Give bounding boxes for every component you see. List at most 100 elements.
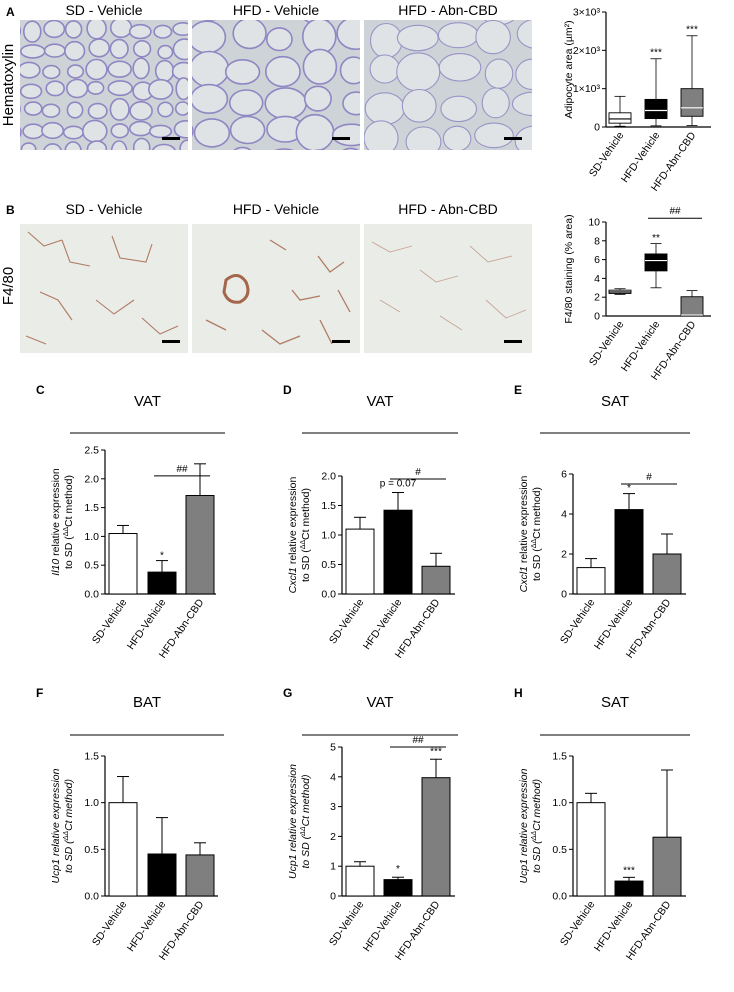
adipocyte-cell bbox=[401, 88, 437, 123]
adipocyte-cell bbox=[64, 40, 86, 62]
y-tick-label: 1.5 bbox=[84, 502, 99, 514]
adipocyte-cell bbox=[129, 101, 153, 121]
adipocyte-cell bbox=[88, 38, 110, 58]
y-tick-label: 0.5 bbox=[84, 560, 99, 572]
adipocyte-cell bbox=[82, 119, 108, 143]
y-label-text: to SD ( bbox=[63, 536, 75, 569]
y-label-text: to SD ( bbox=[531, 839, 543, 873]
y-tick-label: 1 bbox=[330, 861, 336, 873]
y-tick-label: 10 bbox=[588, 217, 600, 229]
adipocyte-cell bbox=[479, 156, 514, 191]
adipocyte-cell bbox=[43, 20, 66, 39]
y-axis-label-line2: to SD (ΔΔCt method) bbox=[63, 779, 75, 873]
adipocyte-cell bbox=[303, 85, 332, 112]
adipocyte-cell bbox=[22, 123, 45, 140]
y-tick-label: 3 bbox=[330, 801, 336, 813]
panel-d-label: D bbox=[283, 383, 292, 397]
adipocyte-cell bbox=[20, 61, 41, 79]
adipocyte-cell bbox=[438, 53, 482, 82]
adipocyte-cell bbox=[85, 58, 108, 81]
chart-g: VAT012345SD-VehicleHFD-VehicleHFD-Abn-CB… bbox=[287, 694, 458, 963]
x-category-label: HFD-Vehicle bbox=[361, 899, 405, 954]
gene-name: Il10 bbox=[50, 559, 62, 576]
adipocyte-cell bbox=[86, 140, 108, 150]
y-tick-label: 0 bbox=[594, 311, 600, 323]
adipocyte-cell bbox=[192, 50, 230, 88]
adipocyte-cell bbox=[109, 38, 129, 60]
adipocyte-cell bbox=[396, 52, 441, 92]
box bbox=[680, 296, 704, 316]
bar bbox=[345, 865, 375, 897]
adipocyte-cell bbox=[86, 80, 105, 95]
y-label-superscript: ΔΔ bbox=[300, 540, 307, 550]
adipocyte-cell bbox=[20, 44, 46, 59]
gene-name: Cxcl1 bbox=[518, 566, 530, 592]
panel-e-label: E bbox=[514, 383, 522, 397]
chart-c: VAT 0.0 0.5 1.0 1.5 2.0 2.5 SD-VehicleHFD-Vehic… bbox=[50, 393, 225, 661]
adipocyte-cell bbox=[43, 143, 62, 150]
panel-b-image-title-2: HFD - Vehicle bbox=[233, 201, 320, 217]
adipocyte-cell bbox=[20, 26, 22, 36]
y-axis-label-line1: Il10 relative expression bbox=[50, 468, 62, 576]
bar bbox=[652, 553, 682, 595]
y-tick-label: 0.0 bbox=[84, 891, 99, 903]
adipocyte-cell bbox=[475, 20, 511, 55]
adipocyte-cell bbox=[364, 120, 399, 150]
box bbox=[644, 98, 668, 120]
adipocyte-cell bbox=[45, 80, 66, 97]
chart-title: VAT bbox=[134, 393, 161, 410]
y-tick-label: 1.0 bbox=[84, 797, 99, 809]
chart-title: SAT bbox=[601, 393, 629, 410]
y-label-text: to SD ( bbox=[63, 839, 75, 873]
panel-a-label: A bbox=[6, 5, 15, 19]
bar bbox=[108, 533, 138, 595]
y-tick-label: 0.0 bbox=[84, 589, 99, 601]
adipocyte-cell bbox=[179, 139, 188, 150]
x-category-label: HFD-Vehicle bbox=[125, 899, 169, 954]
y-label-text: Ct method) bbox=[531, 487, 543, 539]
adipocyte-cell bbox=[66, 64, 85, 79]
adipocyte-cell bbox=[192, 125, 194, 137]
bar bbox=[185, 854, 215, 897]
chart-title: VAT bbox=[367, 694, 394, 711]
adipocyte-cell bbox=[110, 140, 128, 150]
adipocyte-cell bbox=[517, 0, 556, 19]
comparison-label: # bbox=[415, 467, 421, 478]
y-tick-label: 0 bbox=[561, 589, 567, 601]
adipocyte-cell bbox=[516, 20, 532, 49]
adipocyte-cell bbox=[400, 157, 435, 193]
x-category-label: SD-Vehicle bbox=[90, 597, 130, 647]
y-label-text: relative expression bbox=[50, 768, 62, 859]
y-tick-label: 0.0 bbox=[321, 589, 336, 601]
y-label-text: relative expression bbox=[287, 764, 299, 855]
y-axis-label-line2: to SD (ΔΔCt method) bbox=[300, 774, 312, 868]
chart-title: SAT bbox=[601, 694, 629, 711]
adipocyte-cell bbox=[265, 27, 293, 52]
y-tick-label: 0 bbox=[594, 122, 600, 134]
adipocyte-cell bbox=[343, 20, 360, 22]
adipocyte-cell bbox=[364, 92, 405, 125]
y-label-text: to SD ( bbox=[300, 834, 312, 868]
panel-b-images: B F4/80 SD - Vehicle HFD - Vehicle HFD -… bbox=[0, 201, 532, 353]
adipocyte-cell bbox=[41, 121, 65, 140]
y-label-text: to SD ( bbox=[300, 549, 312, 582]
box bbox=[608, 112, 632, 124]
y-label-superscript: ΔΔ bbox=[531, 539, 538, 549]
bar bbox=[108, 802, 138, 897]
bar bbox=[345, 528, 375, 595]
bar bbox=[421, 565, 451, 595]
bar bbox=[147, 853, 177, 897]
adipocyte-cell bbox=[180, 0, 195, 16]
adipocyte-cell bbox=[336, 20, 360, 50]
adipocyte-cell bbox=[87, 102, 108, 120]
panel-a-image-title-2: HFD - Vehicle bbox=[233, 2, 320, 18]
y-tick-label: 4 bbox=[594, 273, 600, 285]
scale-bar bbox=[332, 340, 350, 343]
adipocyte-cell bbox=[51, 20, 57, 21]
f480-image-hfd-abn-cbd bbox=[364, 224, 532, 353]
adipocyte-cell bbox=[148, 78, 174, 100]
adipocyte-cell bbox=[128, 23, 152, 40]
bar bbox=[614, 509, 644, 595]
y-tick-label: 5 bbox=[330, 742, 336, 754]
scale-bar bbox=[504, 137, 522, 140]
